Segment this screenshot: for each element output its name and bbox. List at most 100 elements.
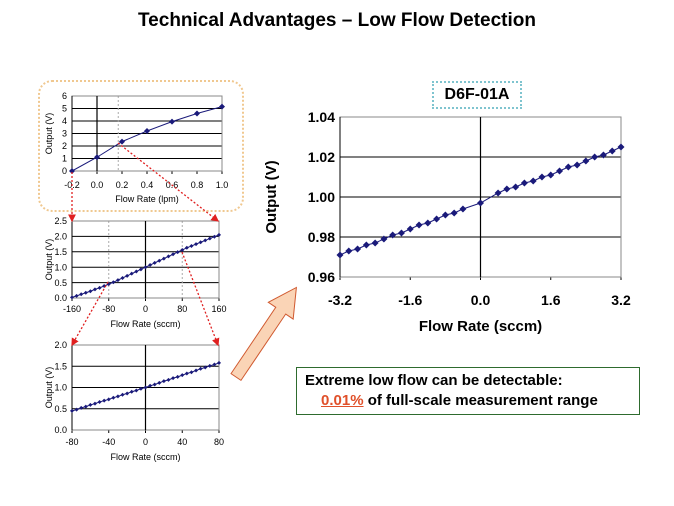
data-point (441, 211, 449, 219)
data-point (74, 293, 79, 298)
data-point (433, 215, 441, 223)
x-axis-title: Flow Rate (sccm) (419, 318, 542, 335)
x-tick-label: 3.2 (611, 292, 631, 308)
big-arrow-icon (230, 286, 297, 382)
y-tick-label: 2.0 (54, 232, 67, 242)
y-tick-label: 2 (62, 141, 67, 151)
data-point (217, 360, 221, 365)
callout-percent: 0.01% (321, 392, 364, 409)
data-point (477, 199, 484, 207)
model-label: D6F-01A (432, 81, 522, 109)
data-point (148, 263, 153, 268)
data-point (125, 273, 130, 278)
y-tick-label: 3 (62, 129, 67, 139)
data-point (380, 235, 388, 243)
y-tick-label: 1.02 (308, 149, 335, 165)
x-tick-label: 40 (177, 437, 187, 447)
data-point (180, 373, 185, 378)
data-point (217, 232, 221, 237)
data-point (144, 128, 150, 134)
data-point (194, 368, 199, 373)
data-point (138, 267, 143, 272)
data-point (450, 209, 458, 217)
x-tick-label: 0.0 (91, 180, 104, 190)
x-tick-label: 1.0 (216, 180, 229, 190)
data-point (591, 153, 599, 161)
data-point (194, 110, 200, 117)
data-point (74, 407, 79, 412)
data-point (194, 242, 199, 247)
data-point (556, 167, 564, 175)
data-point (406, 225, 414, 233)
y-tick-label: 1.0 (54, 262, 67, 272)
data-point (564, 163, 572, 171)
y-tick-label: 1 (62, 154, 67, 164)
data-point (184, 371, 189, 376)
slide-title: Technical Advantages – Low Flow Detectio… (137, 10, 537, 31)
series-line (71, 106, 223, 172)
data-point (97, 285, 102, 290)
data-point (111, 280, 116, 285)
data-point (512, 183, 520, 191)
data-point (207, 363, 212, 368)
data-point (345, 247, 353, 255)
data-point (207, 236, 212, 241)
chart-80: 0.0 0.5 1.0 1.5 2.0 -80 -40 0 40 80 Flow Rate (scc… (44, 340, 224, 462)
y-tick-label: 1.00 (308, 189, 335, 205)
y-tick-label: 1.0 (54, 383, 67, 393)
data-point (617, 143, 625, 151)
y-tick-label: 0.0 (54, 293, 67, 303)
data-point (529, 177, 537, 185)
x-tick-label: 0.4 (141, 180, 154, 190)
y-tick-label: 0.5 (54, 278, 67, 288)
data-point (459, 205, 467, 213)
x-axis-title: Flow Rate (lpm) (115, 194, 179, 204)
x-axis-title: Flow Rate (sccm) (110, 319, 180, 329)
y-tick-label: 4 (62, 116, 67, 126)
x-tick-label: 1.6 (541, 292, 561, 308)
data-point (415, 221, 423, 229)
data-point (198, 366, 203, 371)
data-point (102, 398, 107, 403)
data-point (189, 370, 194, 375)
y-axis-title: Output (V) (44, 113, 54, 155)
data-point (134, 269, 139, 274)
data-point (212, 362, 217, 367)
x-tick-label: 0.0 (471, 292, 491, 308)
data-point (198, 240, 203, 245)
y-tick-label: 1.5 (54, 247, 67, 257)
y-tick-label: 2.5 (54, 216, 67, 226)
data-point (88, 289, 93, 294)
data-point (494, 189, 502, 197)
data-point (115, 278, 120, 283)
x-tick-label: 0.8 (191, 180, 204, 190)
data-point (171, 376, 176, 381)
data-point (161, 256, 166, 261)
zoom-arrow (181, 251, 220, 347)
data-point (79, 405, 84, 410)
data-point (180, 247, 185, 252)
x-tick-label: 160 (211, 304, 226, 314)
x-tick-label: -40 (102, 437, 115, 447)
data-point (582, 157, 590, 165)
data-point (520, 179, 528, 187)
data-point (129, 271, 134, 276)
data-point (169, 118, 175, 125)
y-tick-label: 1.04 (308, 109, 335, 125)
data-point (119, 138, 125, 145)
data-point (161, 379, 166, 384)
y-tick-label: 2.0 (54, 340, 67, 350)
data-point (120, 275, 125, 280)
data-point (503, 185, 511, 193)
data-point (157, 380, 162, 385)
data-point (538, 173, 546, 181)
big-arrow-shape (230, 286, 297, 382)
data-point (152, 382, 157, 387)
data-point (79, 292, 84, 297)
data-point (219, 103, 225, 110)
y-tick-label: 0.0 (54, 425, 67, 435)
data-point (599, 151, 607, 159)
y-tick-label: 0.5 (54, 404, 67, 414)
data-point (203, 365, 208, 370)
